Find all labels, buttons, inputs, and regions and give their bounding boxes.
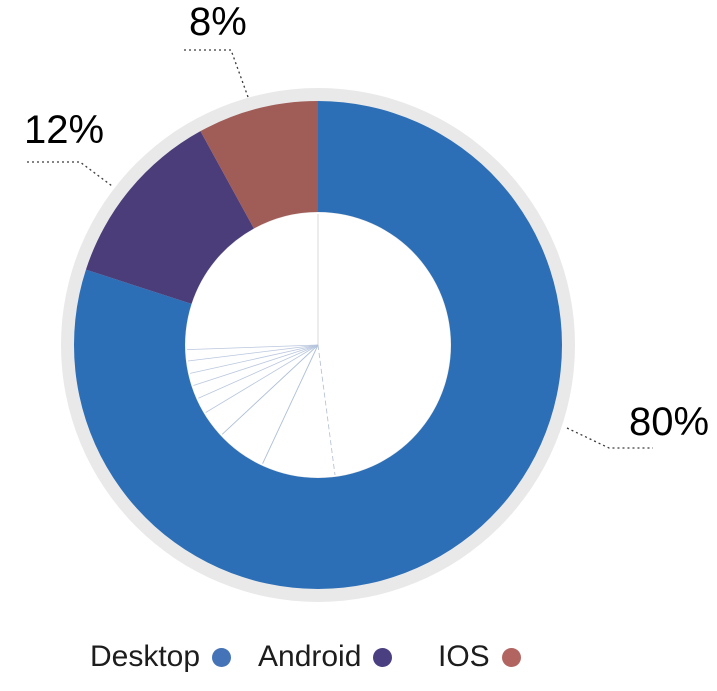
leader-line-desktop <box>566 427 653 449</box>
slice-desktop <box>73 101 562 589</box>
slice-ios <box>200 101 318 229</box>
legend-dot-ios <box>501 647 521 667</box>
legend-label-desktop: Desktop <box>90 640 201 673</box>
legend-dot-desktop <box>212 647 232 667</box>
percent-label-ios: 8% <box>189 0 247 44</box>
legend-item-ios: IOS <box>438 638 521 676</box>
percent-label-android: 12% <box>24 108 105 152</box>
slice-android <box>85 131 254 304</box>
donut-slices <box>73 101 562 589</box>
legend-item-android: Android <box>258 638 393 676</box>
label-leader-lines <box>27 49 653 449</box>
hole-radial-lines <box>187 214 336 476</box>
legend-item-desktop: Desktop <box>90 638 232 676</box>
leader-line-ios <box>184 49 249 98</box>
percent-label-desktop: 80% <box>629 400 710 444</box>
legend-label-ios: IOS <box>438 640 490 673</box>
legend-label-android: Android <box>258 640 362 673</box>
leader-line-android <box>27 161 113 187</box>
legend-dot-android <box>373 647 393 667</box>
